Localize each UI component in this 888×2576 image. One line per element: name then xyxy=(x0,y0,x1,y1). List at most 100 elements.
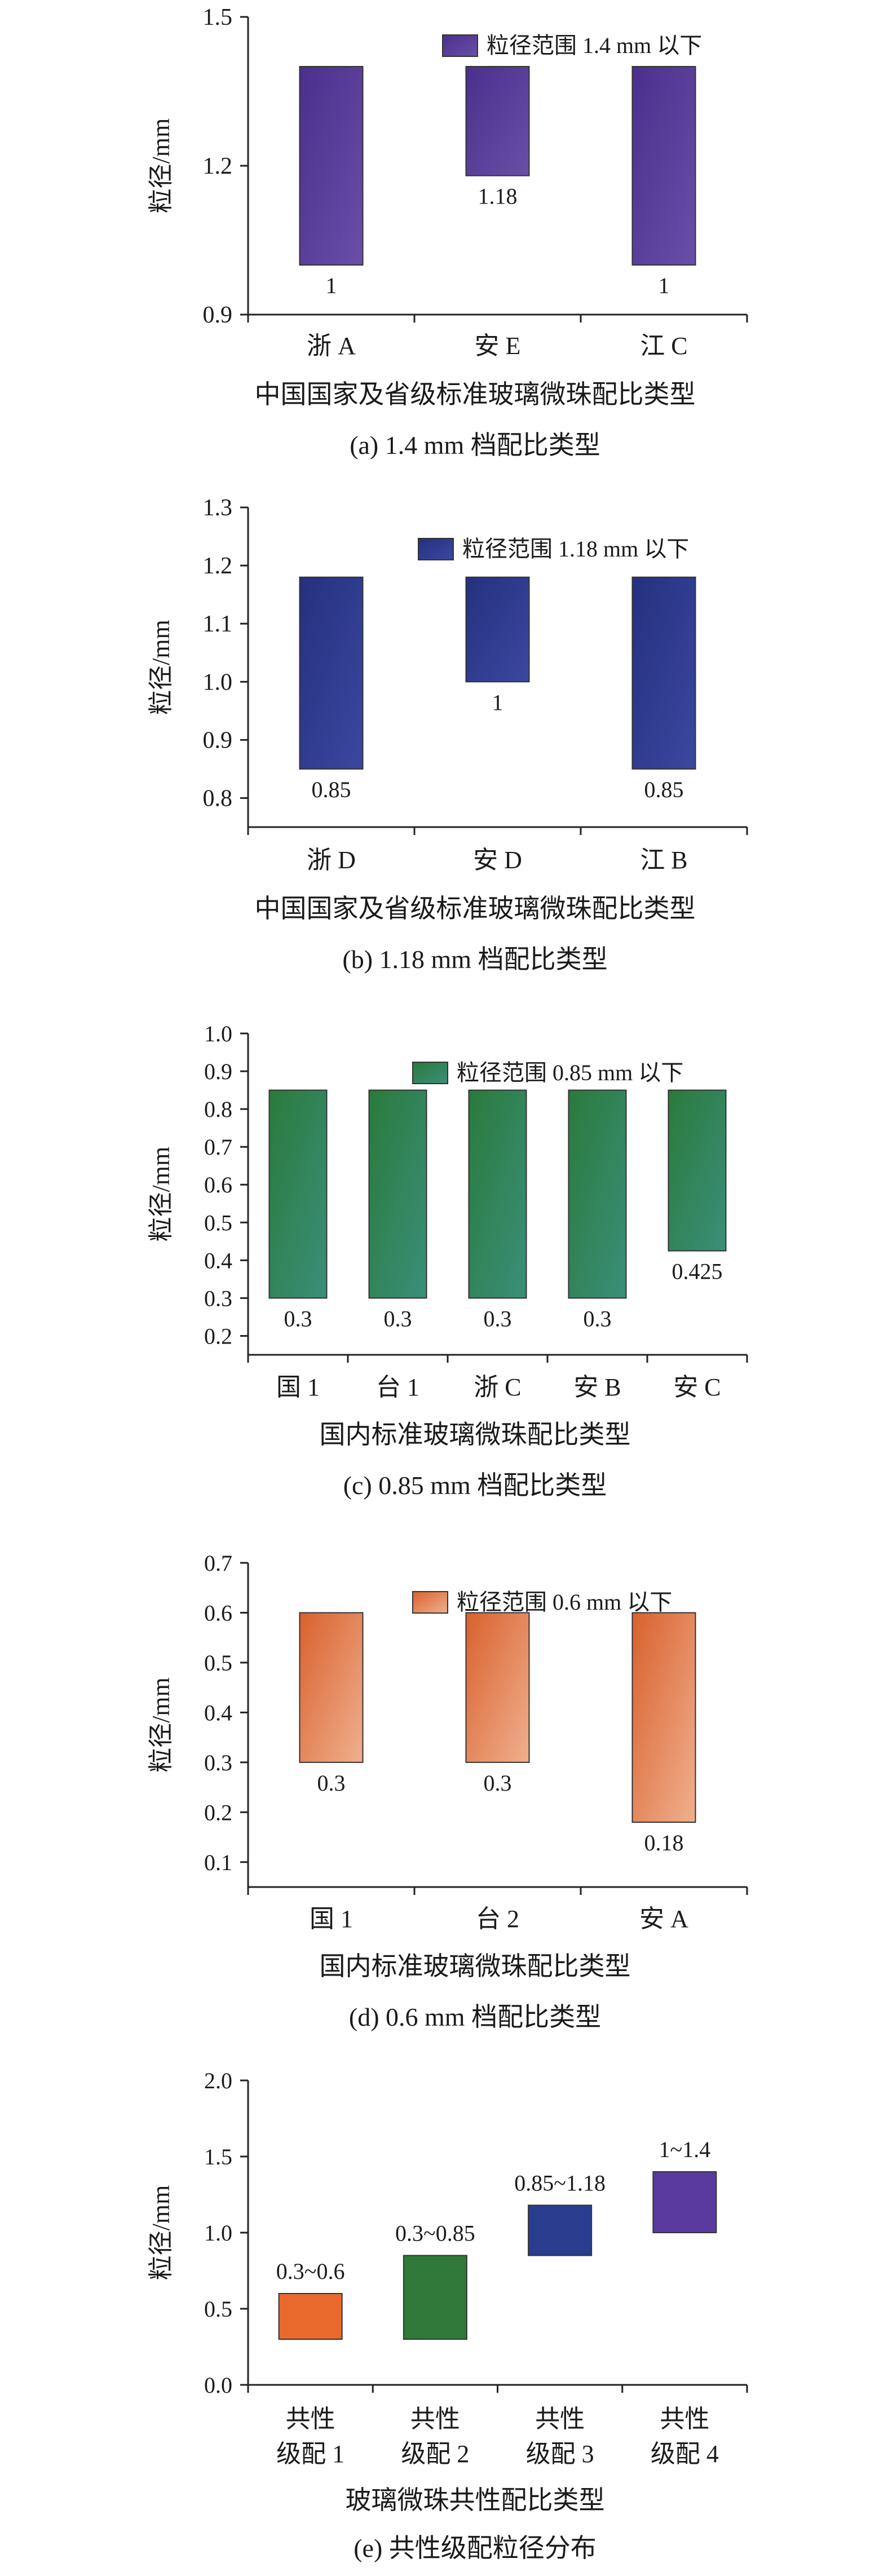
category-label: 级配 1 xyxy=(276,2440,344,2468)
panel-caption: (c) 0.85 mm 档配比类型 xyxy=(343,1471,607,1500)
range-bar xyxy=(465,1612,530,1763)
y-tick-label: 0.9 xyxy=(204,1059,232,1084)
chart-panel-d: 0.1 0.2 0.3 0.4 0.5 0.6 0.7 粒径/mm 国 1 台 2 安 A 0.3 0.… xyxy=(147,1550,748,2031)
y-tick-label: 1.3 xyxy=(203,495,233,521)
y-tick-label: 1.1 xyxy=(203,611,233,637)
y-tick-label: 1.0 xyxy=(204,2220,232,2246)
y-axis-label: 粒径/mm xyxy=(147,118,175,214)
panel-caption: (b) 1.18 mm 档配比类型 xyxy=(342,945,607,974)
y-tick-label: 0.9 xyxy=(203,302,233,328)
bar-range-label: 0.85~1.18 xyxy=(514,2170,606,2195)
y-tick-label: 0.9 xyxy=(203,727,233,753)
x-axis-label: 中国国家及省级标准玻璃微珠配比类型 xyxy=(255,894,696,923)
chart-panel-b: 0.8 0.9 1.0 1.1 1.2 1.3 粒径/mm 浙 D 安 D 江 B 0.85 1 0.8… xyxy=(147,495,748,974)
range-bar xyxy=(468,1089,527,1299)
x-axis-label: 国内标准玻璃微珠配比类型 xyxy=(320,1952,631,1981)
category-label: 浙 C xyxy=(474,1373,521,1401)
range-bar xyxy=(631,576,696,770)
y-tick-label: 0.0 xyxy=(204,2372,232,2398)
y-tick-label: 0.3 xyxy=(204,1285,232,1311)
bar-low-label: 0.18 xyxy=(644,1830,684,1855)
legend-swatch xyxy=(412,1062,448,1084)
bar-low-label: 0.3 xyxy=(584,1306,612,1331)
category-label: 台 1 xyxy=(376,1373,419,1401)
range-bar xyxy=(465,66,530,176)
y-tick-label: 0.7 xyxy=(204,1550,232,1576)
legend-label: 粒径范围 0.85 mm 以下 xyxy=(457,1060,683,1085)
y-tick-label: 0.4 xyxy=(204,1700,232,1725)
chart-panel-e: 0.0 0.5 1.0 1.5 2.0 粒径/mm 共性级配 1 共性级配 2 共性级配 3 共性… xyxy=(147,2068,748,2562)
y-tick-label: 0.5 xyxy=(204,1650,232,1676)
y-tick-label: 0.4 xyxy=(204,1248,232,1273)
y-tick-label: 0.2 xyxy=(204,1323,232,1349)
bar-low-label: 1 xyxy=(326,273,337,298)
panel-caption: (d) 0.6 mm 档配比类型 xyxy=(349,2003,601,2031)
range-bar xyxy=(299,1612,364,1763)
category-label: 安 E xyxy=(475,332,521,360)
bar-low-label: 0.3 xyxy=(284,1306,312,1331)
range-bar xyxy=(668,1089,727,1252)
y-tick-label: 2.0 xyxy=(204,2068,232,2093)
category-label: 安 A xyxy=(639,1905,688,1933)
range-bar xyxy=(368,1089,427,1299)
legend-label: 粒径范围 0.6 mm 以下 xyxy=(457,1589,672,1615)
legend-label: 粒径范围 1.18 mm 以下 xyxy=(462,536,689,562)
y-tick-label: 0.8 xyxy=(203,785,233,811)
bar-low-label: 0.3 xyxy=(484,1306,512,1331)
legend-label: 粒径范围 1.4 mm 以下 xyxy=(487,33,702,58)
bar-low-label: 0.3 xyxy=(384,1306,412,1331)
y-tick-label: 1.0 xyxy=(204,1021,232,1046)
category-label: 共性 xyxy=(286,2405,335,2433)
category-label: 国 1 xyxy=(276,1373,320,1401)
bar-range-label: 1~1.4 xyxy=(659,2137,711,2162)
y-tick-label: 0.6 xyxy=(204,1600,232,1625)
y-axis-label: 粒径/mm xyxy=(147,1147,175,1242)
y-tick-label: 0.5 xyxy=(204,2296,232,2322)
y-tick-label: 0.2 xyxy=(204,1800,232,1825)
legend-swatch xyxy=(442,34,478,57)
y-tick-label: 0.3 xyxy=(204,1750,232,1775)
range-bar xyxy=(403,2255,467,2340)
chart-panel-c: 0.2 0.3 0.4 0.5 0.6 0.7 0.8 0.9 1.0 粒径/mm 国 1 台 1 浙 … xyxy=(147,1021,748,1500)
category-label: 安 D xyxy=(473,846,522,874)
category-label: 江 C xyxy=(640,332,687,360)
range-bar xyxy=(299,576,364,770)
y-tick-label: 1.5 xyxy=(204,2144,232,2170)
legend-swatch xyxy=(418,538,454,560)
y-tick-label: 1.5 xyxy=(203,5,233,30)
bar-range-label: 0.3~0.6 xyxy=(276,2259,345,2284)
category-label: 江 B xyxy=(640,846,687,874)
bar-low-label: 0.3 xyxy=(317,1770,346,1796)
category-label: 共性 xyxy=(660,2405,709,2433)
bar-low-label: 0.85 xyxy=(644,777,684,802)
category-label: 共性 xyxy=(410,2405,460,2433)
range-bar xyxy=(299,66,364,266)
range-bar xyxy=(465,576,530,683)
range-bar xyxy=(568,1089,627,1299)
bar-low-label: 0.425 xyxy=(672,1259,723,1284)
panel-caption: (a) 1.4 mm 档配比类型 xyxy=(350,431,600,459)
x-axis-label: 国内标准玻璃微珠配比类型 xyxy=(320,1420,631,1449)
x-axis-label: 中国国家及省级标准玻璃微珠配比类型 xyxy=(255,380,696,409)
range-bar xyxy=(631,66,696,266)
panel-caption: (e) 共性级配粒径分布 xyxy=(354,2534,597,2562)
x-axis-label: 玻璃微珠共性配比类型 xyxy=(346,2486,605,2515)
bar-low-label: 0.85 xyxy=(312,777,351,802)
y-tick-label: 0.7 xyxy=(204,1134,232,1160)
y-tick-label: 0.8 xyxy=(204,1097,232,1122)
y-tick-label: 0.1 xyxy=(204,1850,232,1875)
bar-low-label: 1 xyxy=(492,690,503,715)
bar-low-label: 1 xyxy=(659,273,670,298)
range-bar xyxy=(631,1612,696,1823)
legend-swatch xyxy=(412,1591,448,1614)
y-tick-label: 1.2 xyxy=(203,553,233,579)
y-tick-label: 1.0 xyxy=(203,669,233,695)
range-bar xyxy=(278,2293,343,2340)
bar-range-label: 0.3~0.85 xyxy=(395,2221,475,2246)
range-bar xyxy=(652,2171,717,2233)
category-label: 级配 3 xyxy=(526,2440,594,2468)
category-label: 台 2 xyxy=(476,1905,519,1933)
y-axis-label: 粒径/mm xyxy=(147,1677,175,1773)
category-label: 安 C xyxy=(673,1373,721,1401)
